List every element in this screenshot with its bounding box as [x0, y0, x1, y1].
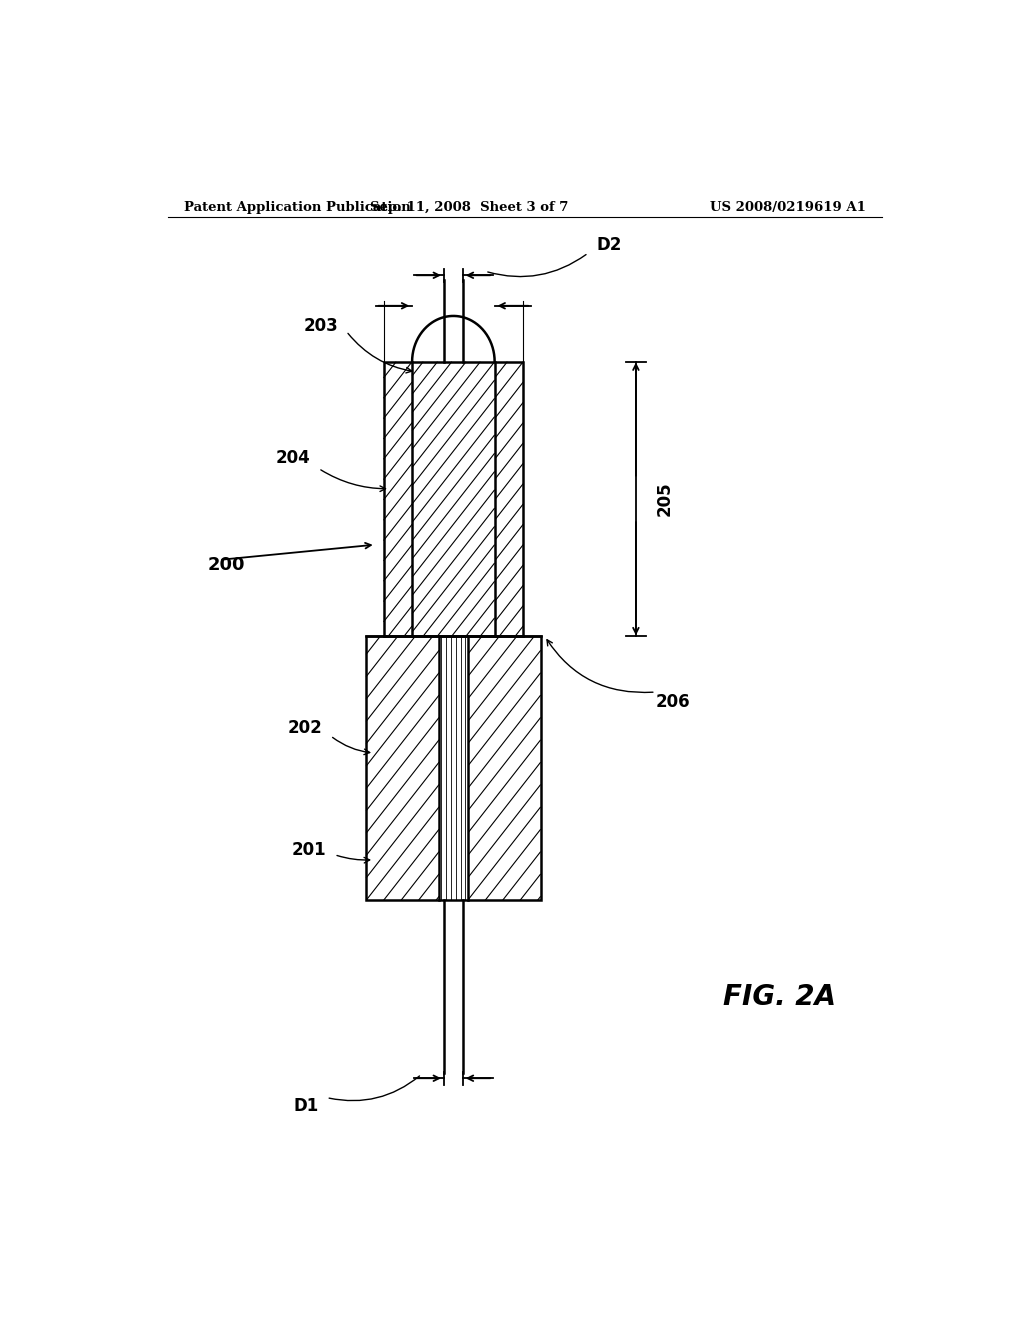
- Text: FIG. 2A: FIG. 2A: [723, 983, 837, 1011]
- Text: 206: 206: [655, 693, 690, 711]
- Text: 203: 203: [303, 317, 338, 335]
- Bar: [367, 636, 541, 900]
- Bar: [367, 636, 541, 900]
- Bar: [367, 636, 541, 900]
- Text: D1: D1: [293, 1097, 318, 1114]
- Text: D2: D2: [596, 236, 622, 253]
- Text: 200: 200: [207, 556, 245, 574]
- Text: Patent Application Publication: Patent Application Publication: [183, 201, 411, 214]
- Text: 205: 205: [655, 482, 674, 516]
- Bar: [384, 362, 523, 636]
- Text: US 2008/0219619 A1: US 2008/0219619 A1: [711, 201, 866, 214]
- Bar: [412, 362, 495, 636]
- Bar: [384, 362, 523, 636]
- Text: Sep. 11, 2008  Sheet 3 of 7: Sep. 11, 2008 Sheet 3 of 7: [370, 201, 568, 214]
- Polygon shape: [412, 315, 495, 362]
- Text: 201: 201: [292, 841, 327, 858]
- Text: 202: 202: [288, 718, 323, 737]
- Text: 204: 204: [275, 449, 310, 467]
- Bar: [439, 636, 468, 900]
